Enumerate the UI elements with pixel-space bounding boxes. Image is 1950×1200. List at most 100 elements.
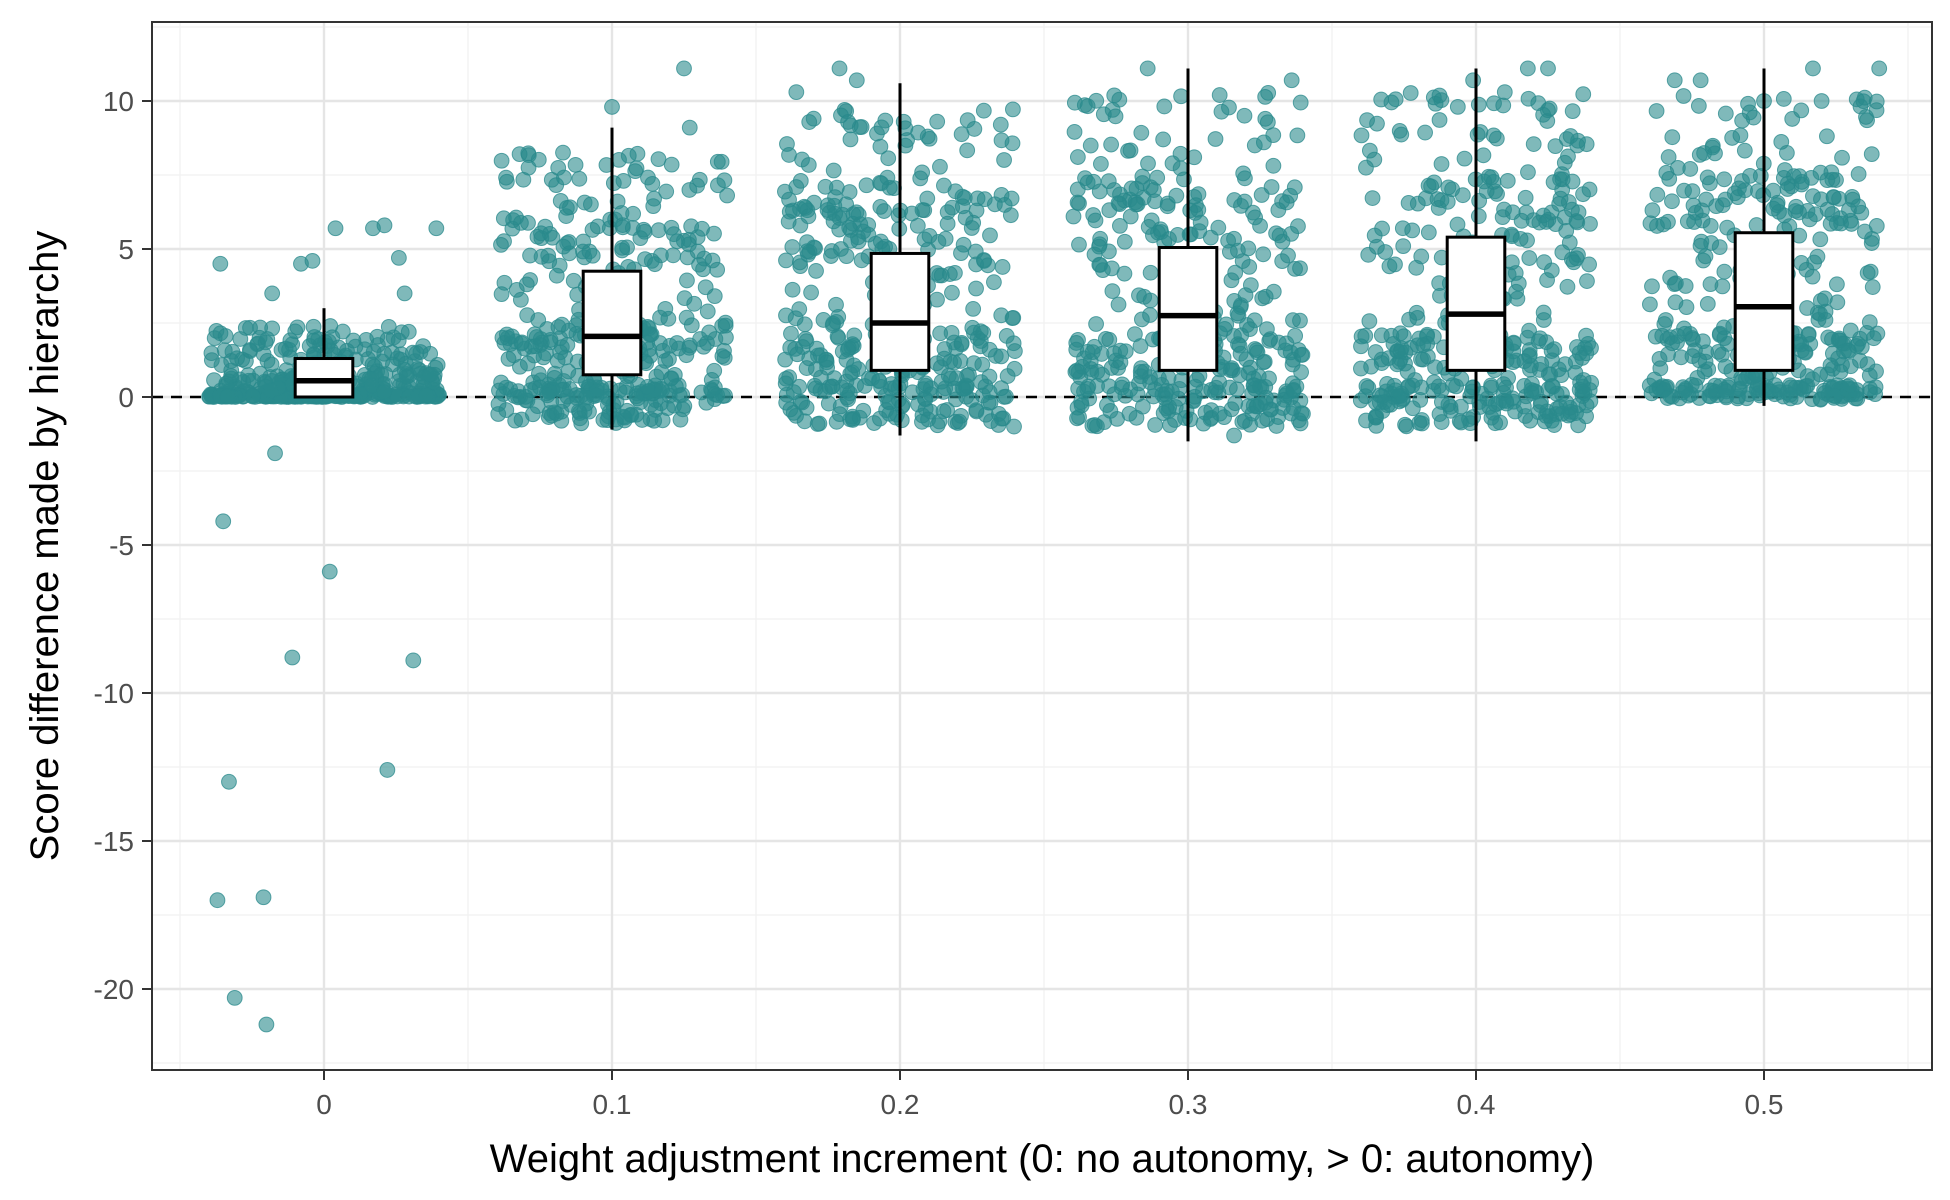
gridlines: [152, 22, 1932, 1070]
data-point: [1274, 233, 1291, 250]
data-point: [1806, 254, 1823, 271]
data-point: [1004, 310, 1021, 327]
data-point: [947, 391, 964, 408]
data-point: [1147, 417, 1164, 433]
data-point: [1505, 335, 1522, 352]
data-point: [583, 196, 599, 213]
data-point: [784, 281, 801, 298]
data-point: [838, 196, 855, 213]
data-point: [1659, 390, 1676, 406]
y-tick-label: 10: [103, 86, 134, 117]
data-point: [363, 377, 380, 394]
data-point: [961, 366, 977, 383]
data-point: [778, 370, 794, 387]
data-point: [920, 411, 936, 428]
data-point: [1850, 166, 1867, 182]
data-point: [1740, 386, 1757, 403]
data-point: [872, 199, 889, 215]
data-point: [1782, 377, 1798, 394]
data-point: [1274, 253, 1291, 270]
data-point: [825, 162, 842, 179]
data-point: [494, 329, 511, 346]
data-point: [1540, 60, 1556, 77]
data-point: [946, 354, 962, 371]
data-point: [259, 331, 276, 347]
data-point: [1828, 215, 1845, 231]
data-point: [1253, 187, 1270, 203]
data-point: [1245, 204, 1261, 221]
data-point: [1719, 336, 1736, 352]
data-point: [1546, 341, 1563, 357]
data-point: [1871, 60, 1888, 77]
data-point: [1417, 124, 1433, 141]
data-point: [1258, 389, 1274, 406]
data-point: [635, 221, 652, 238]
data-point: [1111, 196, 1128, 213]
data-point: [840, 114, 856, 130]
data-point: [916, 231, 933, 248]
data-point: [994, 259, 1011, 275]
data-point: [956, 190, 973, 206]
data-point: [1456, 150, 1473, 167]
data-point: [1775, 91, 1792, 107]
data-point: [1092, 156, 1109, 172]
data-point: [1285, 312, 1301, 329]
data-point: [792, 258, 809, 275]
data-point: [1353, 360, 1369, 377]
data-point: [842, 131, 859, 148]
data-point: [1155, 405, 1172, 422]
data-point: [1779, 181, 1796, 197]
data-point: [691, 171, 708, 188]
data-point: [788, 179, 805, 195]
axis-ticks: [142, 100, 1765, 1080]
data-point: [1364, 190, 1381, 206]
data-point: [619, 402, 636, 419]
data-point: [1652, 360, 1669, 377]
data-point: [1085, 173, 1102, 190]
data-point: [223, 368, 239, 384]
data-point: [212, 255, 229, 272]
data-point: [1801, 211, 1818, 228]
data-point: [1641, 296, 1658, 313]
data-point: [1413, 248, 1430, 265]
data-point: [273, 342, 290, 358]
data-point: [654, 381, 671, 398]
data-point: [801, 114, 818, 130]
data-point: [1429, 191, 1446, 208]
data-point: [1499, 172, 1516, 189]
data-point: [953, 245, 969, 262]
data-point: [1556, 154, 1573, 171]
data-point: [550, 159, 567, 176]
data-point: [1286, 179, 1303, 196]
data-point: [1465, 72, 1482, 89]
data-point: [1140, 155, 1156, 172]
data-point: [866, 415, 882, 431]
data-point: [1535, 312, 1552, 328]
data-point: [778, 252, 794, 269]
data-point: [1660, 149, 1677, 165]
data-point: [1543, 204, 1560, 221]
data-point: [1859, 265, 1876, 281]
data-point: [1675, 88, 1692, 104]
data-point: [716, 172, 733, 189]
boxplot: [1445, 68, 1507, 442]
data-point: [614, 217, 631, 233]
data-point: [255, 346, 272, 362]
data-point: [709, 261, 726, 278]
data-point: [706, 225, 722, 242]
data-point: [1128, 409, 1145, 426]
data-point: [560, 363, 577, 380]
data-point: [415, 338, 432, 354]
x-tick-label: 0.5: [1745, 1089, 1784, 1120]
data-point: [379, 762, 396, 778]
boxplot: [293, 308, 355, 399]
data-point: [604, 99, 620, 115]
data-point: [706, 379, 723, 396]
boxplots: [293, 68, 1795, 442]
data-point: [965, 301, 982, 317]
data-point: [696, 250, 713, 267]
data-point: [1100, 173, 1117, 190]
data-point: [828, 296, 844, 313]
data-point: [1644, 278, 1660, 295]
box: [1733, 231, 1795, 372]
